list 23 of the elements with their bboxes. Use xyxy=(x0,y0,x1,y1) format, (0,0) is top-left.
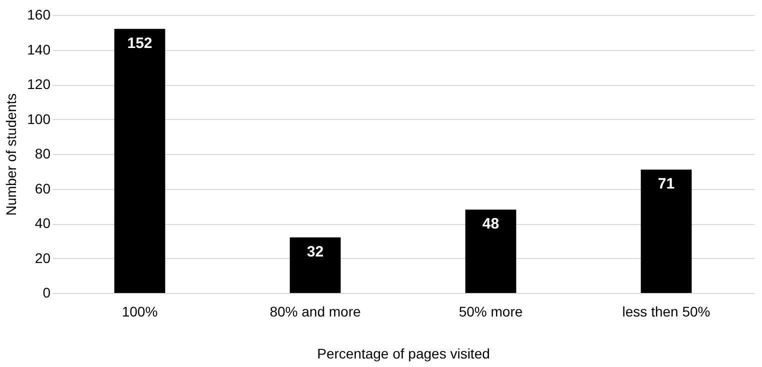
y-tick-label: 20 xyxy=(34,250,51,266)
x-tick-label: 80% and more xyxy=(270,304,361,320)
y-tick-label: 60 xyxy=(34,180,51,196)
y-tick-label: 160 xyxy=(27,6,51,22)
y-tick-label: 0 xyxy=(42,284,51,300)
x-tick-label: less then 50% xyxy=(622,304,710,320)
y-tick-label: 80 xyxy=(34,146,51,162)
y-tick-label: 140 xyxy=(27,41,51,58)
y-tick-label: 40 xyxy=(34,215,51,231)
data-label: 32 xyxy=(306,243,324,260)
data-label: 152 xyxy=(127,34,152,52)
x-tick-label: 50% more xyxy=(458,304,523,320)
y-tick-label: 120 xyxy=(27,76,51,92)
y-axis-title: Number of students xyxy=(3,93,20,216)
data-label: 71 xyxy=(658,176,675,193)
bar xyxy=(465,210,516,293)
x-axis-title: Percentage of pages visited xyxy=(317,346,490,362)
bar xyxy=(290,237,341,293)
data-label: 48 xyxy=(482,216,500,233)
bar xyxy=(114,28,166,293)
y-tick-label: 100 xyxy=(27,110,51,127)
bar xyxy=(640,170,692,293)
x-tick-label: 100% xyxy=(122,304,158,320)
